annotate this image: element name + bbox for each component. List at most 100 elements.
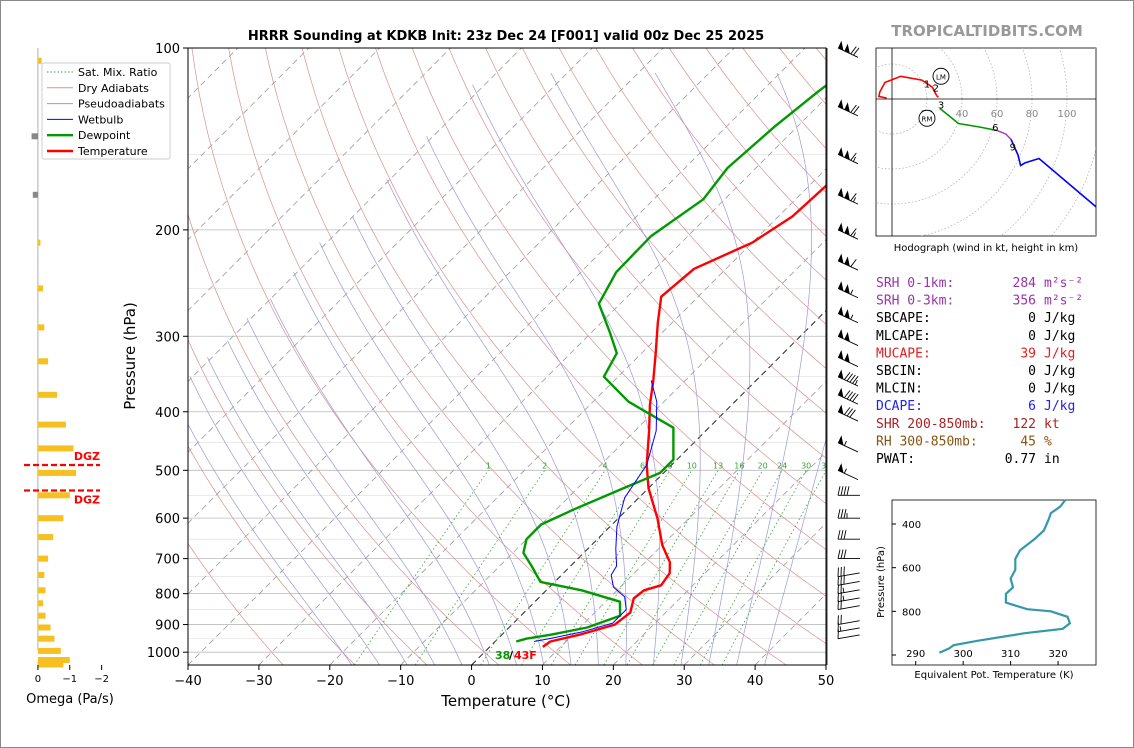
y-tick-label: 800 (155, 588, 180, 603)
dry-adiabat (595, 48, 826, 325)
stat-value: 122 (1013, 417, 1036, 432)
barb-staff (837, 106, 859, 117)
barb-feather (837, 530, 841, 540)
stat-unit: J/kg (1044, 311, 1075, 326)
x-tick-label: 0 (467, 674, 475, 689)
moist-adiabat (207, 357, 408, 665)
omega-bar (37, 445, 74, 452)
wind-barb (837, 509, 860, 519)
barb-staff (837, 229, 859, 240)
barb-feather (837, 549, 841, 559)
wind-barb (837, 281, 859, 299)
barb-half-feather (854, 380, 858, 385)
stat-value: 284 (1013, 276, 1037, 291)
series-wetbulb (534, 380, 658, 642)
isotherm-10 (542, 380, 826, 665)
surface-dewpoint-label: 38 (495, 649, 510, 662)
barb-feather (853, 106, 860, 115)
isotherm--40 (188, 48, 806, 665)
wind-barb (837, 187, 859, 205)
stat-unit: J/kg (1044, 364, 1075, 379)
x-tick-label: −30 (245, 674, 272, 689)
hodograph-trace (939, 107, 998, 132)
dry-adiabat (338, 48, 826, 645)
barb-feather (843, 530, 847, 540)
hodograph: 2040608010012369LMRM (876, 48, 1096, 236)
barb-staff (837, 605, 860, 610)
wind-barb (837, 329, 859, 346)
wind-barbs (826, 40, 860, 665)
hodograph-ring-label: 60 (991, 109, 1004, 120)
moist-adiabat (352, 216, 572, 665)
barb-feather (849, 392, 856, 401)
dry-adiabat (485, 48, 826, 459)
barb-feather (840, 530, 844, 540)
stat-label: SHR 200-850mb: (876, 417, 986, 432)
mixing-ratio-line (550, 470, 671, 665)
barb-feather (840, 509, 844, 519)
omega-bar (37, 358, 49, 365)
dry-adiabat (188, 542, 284, 665)
barb-feather (846, 408, 854, 417)
legend-entry: Wetbulb (78, 113, 123, 126)
stat-unit: m²s⁻² (1044, 276, 1083, 291)
hodograph-ring-label: 80 (1026, 109, 1039, 120)
hodograph-ring-label: 40 (956, 109, 969, 120)
mixing-ratio-label: 16 (734, 461, 744, 470)
wind-barb (837, 591, 860, 603)
omega-bar (37, 534, 54, 541)
y-tick-label: 500 (155, 464, 180, 479)
barb-staff (837, 288, 859, 299)
stat-label: MLCAPE: (876, 329, 931, 344)
thetae-frame (891, 499, 1097, 666)
surface-labels: 38 / 43F (495, 649, 537, 662)
barb-pennant (838, 281, 844, 291)
skewt-frame (187, 47, 827, 666)
omega-bar (37, 285, 43, 292)
x-tick-label: 10 (534, 674, 551, 689)
storm-motion-label: RM (922, 115, 933, 123)
legend-entry: Sat. Mix. Ratio (78, 66, 158, 79)
barb-feather (837, 486, 841, 496)
x-tick-label: 30 (676, 674, 693, 689)
moist-adiabat (189, 376, 380, 665)
dry-adiabat (188, 213, 499, 665)
barb-pennant (838, 350, 844, 360)
wind-barb (837, 99, 860, 117)
y-tick-label: 700 (155, 553, 180, 568)
isotherm-30 (683, 522, 826, 665)
mixing-ratio-label: 6 (640, 461, 645, 470)
mixing-ratio-line (652, 470, 764, 665)
stat-unit: J/kg (1044, 399, 1075, 414)
thetae-x-label: Equivalent Pot. Temperature (K) (914, 670, 1073, 681)
wind-barb (837, 530, 860, 540)
mixing-ratio-line (353, 470, 489, 665)
wind-barb (837, 404, 859, 422)
stat-label: MUCAPE: (876, 346, 931, 361)
isotherm--30 (258, 97, 826, 665)
x-tick-label: 20 (605, 674, 622, 689)
stat-label: RH 300-850mb: (876, 434, 978, 449)
hodograph-trace (877, 75, 938, 99)
barb-half-feather (842, 587, 845, 593)
barb-pennant (838, 187, 844, 198)
barb-pennant (838, 222, 844, 233)
dry-adiabat (522, 48, 826, 414)
barb-feather (846, 486, 850, 496)
barb-feather (843, 407, 851, 415)
omega-bar (37, 469, 77, 476)
stat-value: 0 (1028, 311, 1036, 326)
omega-bar (37, 391, 57, 398)
stats-panel: SRH 0-1km: 284 m²s⁻² SRH 0-3km: 356 m²s⁻² SBCA… (876, 276, 1083, 467)
barb-staff (837, 620, 860, 625)
moist-adiabat (269, 298, 490, 665)
mixing-ratio-label: 4 (603, 461, 608, 470)
y-tick-label: 1000 (147, 646, 180, 661)
wind-barb (837, 369, 859, 387)
stat-value: 0 (1028, 329, 1036, 344)
stat-label: SBCAPE: (876, 311, 931, 326)
dry-adiabat (228, 48, 643, 665)
barb-pennant (844, 225, 850, 236)
barb-pennant (838, 435, 844, 446)
barb-staff (837, 411, 859, 422)
